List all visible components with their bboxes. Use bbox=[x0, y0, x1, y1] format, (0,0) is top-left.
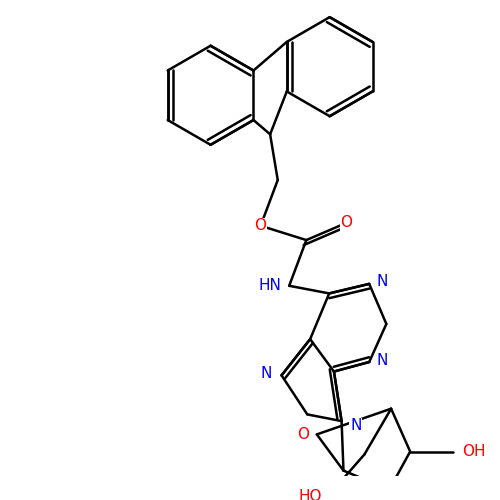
Text: N: N bbox=[260, 366, 272, 381]
Text: HN: HN bbox=[258, 278, 281, 293]
Text: HO: HO bbox=[298, 489, 322, 500]
Text: N: N bbox=[350, 418, 362, 434]
Text: O: O bbox=[254, 218, 266, 234]
Text: N: N bbox=[377, 352, 388, 368]
Text: OH: OH bbox=[462, 444, 486, 459]
Text: O: O bbox=[298, 427, 310, 442]
Text: O: O bbox=[340, 216, 352, 230]
Text: N: N bbox=[377, 274, 388, 289]
